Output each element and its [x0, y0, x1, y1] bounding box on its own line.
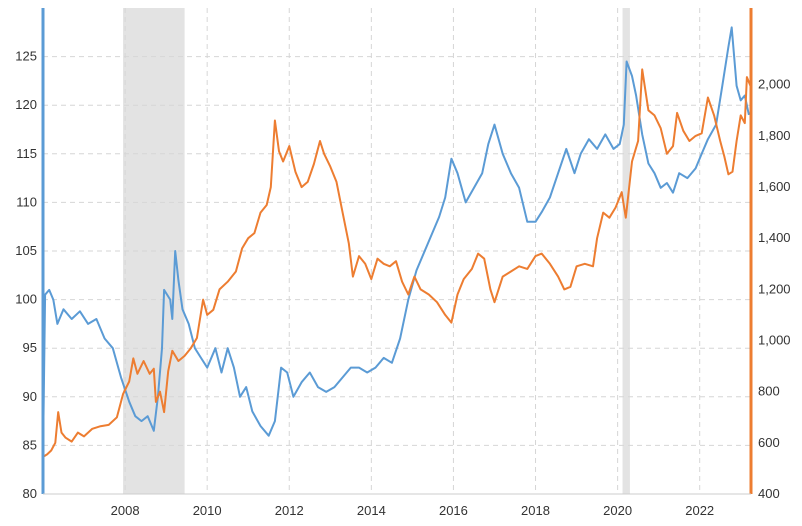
left-y-tick-label: 125 — [15, 49, 37, 64]
right-y-tick-label: 1,400 — [758, 230, 791, 245]
right-axis-series-line — [42, 68, 752, 458]
right-y-tick-label: 1,200 — [758, 281, 791, 296]
recession-band — [622, 8, 630, 494]
x-tick-label: 2020 — [603, 503, 632, 518]
left-y-tick-label: 80 — [23, 486, 37, 501]
left-y-tick-label: 105 — [15, 243, 37, 258]
x-tick-label: 2016 — [439, 503, 468, 518]
left-y-tick-label: 90 — [23, 389, 37, 404]
left-y-tick-label: 85 — [23, 437, 37, 452]
x-tick-label: 2008 — [111, 503, 140, 518]
x-tick-label: 2014 — [357, 503, 386, 518]
left-y-tick-label: 115 — [16, 146, 37, 161]
x-tick-label: 2018 — [521, 503, 550, 518]
right-y-tick-label: 400 — [758, 486, 780, 501]
x-tick-label: 2010 — [193, 503, 222, 518]
x-tick-label: 2022 — [685, 503, 714, 518]
axes — [41, 8, 753, 495]
right-y-tick-label: 2,000 — [758, 77, 791, 92]
left-y-tick-label: 100 — [15, 292, 37, 307]
tick-labels: 80 85 90 95 100 105 110 115 120 125 400 600 800 1,000… — [15, 49, 790, 518]
right-y-tick-label: 1,800 — [758, 128, 791, 143]
series-lines — [42, 26, 752, 458]
left-axis-series-line — [42, 26, 750, 456]
left-y-tick-label: 110 — [16, 194, 37, 209]
right-y-tick-label: 1,000 — [758, 333, 791, 348]
right-y-tick-label: 1,600 — [758, 179, 791, 194]
right-y-tick-label: 600 — [758, 435, 780, 450]
left-y-tick-label: 120 — [15, 97, 37, 112]
right-y-tick-label: 800 — [758, 384, 780, 399]
x-tick-label: 2012 — [275, 503, 304, 518]
left-y-tick-label: 95 — [23, 340, 37, 355]
